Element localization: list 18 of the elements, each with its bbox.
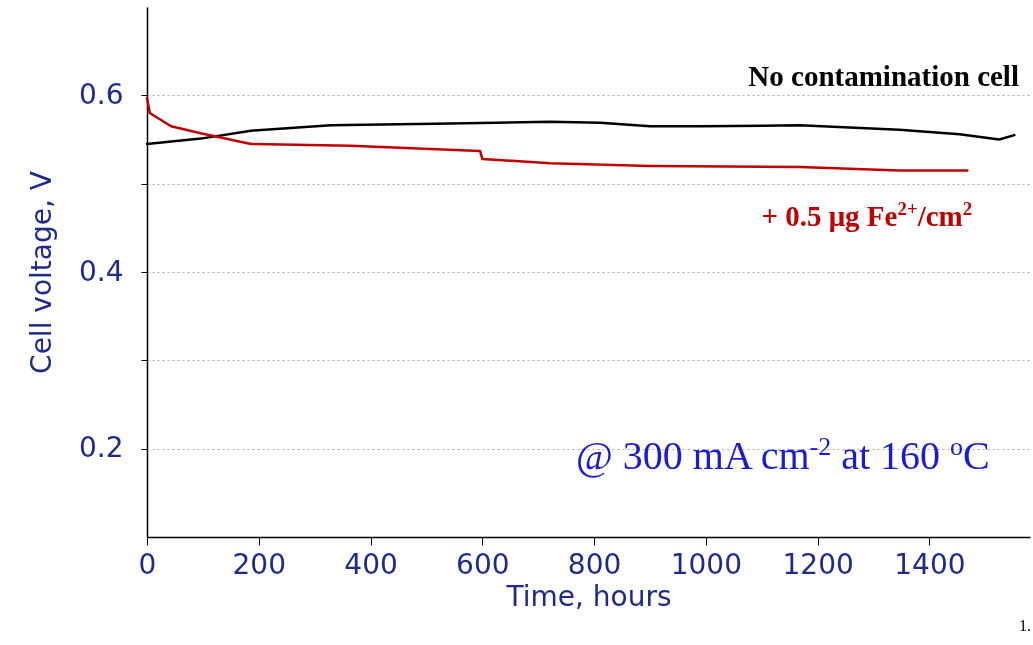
x-tick-label: 0	[138, 547, 157, 581]
x-axis-title: Time, hours	[505, 579, 672, 613]
text: 1.	[1019, 617, 1031, 635]
line-series	[145, 96, 969, 172]
x-tick-label: 1000	[670, 547, 742, 581]
x-tick-label: 800	[567, 547, 622, 581]
y-tick-label: 0.2	[78, 431, 124, 465]
y-tick-label: 0.4	[78, 254, 124, 288]
y-axis-title: Cell voltage, V	[24, 171, 58, 374]
x-tick-label: 400	[344, 547, 398, 581]
y-tick-label: 0.6	[78, 77, 124, 111]
annotation: @ 300 mA cm$^{-2}$ at 160 $^{o}$C	[576, 432, 990, 480]
series-label: No contamination cell	[748, 60, 1019, 94]
x-tick-label: 1400	[894, 547, 966, 581]
x-tick-label: 1200	[782, 547, 854, 581]
series-label: + 0.5 μg Fe$^{2+}$/cm$^{2}$	[761, 198, 973, 234]
x-tick-label: 200	[232, 547, 286, 581]
x-tick-label: 600	[456, 547, 510, 581]
